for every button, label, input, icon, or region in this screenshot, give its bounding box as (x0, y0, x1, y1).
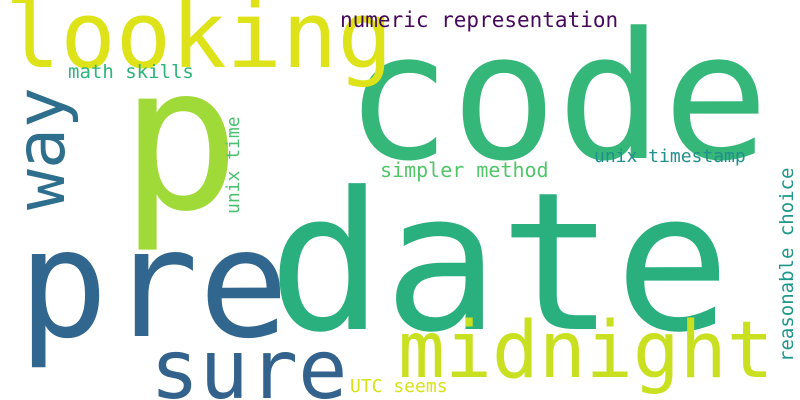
word-p: p (120, 23, 241, 256)
word-utc-seems: UTC seems (350, 376, 448, 397)
word-way: way (2, 87, 81, 210)
word-looking: looking (5, 0, 393, 89)
word-date: date (268, 152, 731, 375)
word-reasonable-choice: reasonable choice (776, 167, 798, 362)
word-simpler-method: simpler method (380, 158, 549, 182)
word-pre: pre (18, 198, 289, 372)
word-sure: sure (150, 323, 348, 400)
word-code: code (345, 0, 769, 200)
word-unix-time: unix time (223, 116, 244, 214)
word-midnight: midnight (398, 306, 774, 396)
word-math-skills: math skills (68, 61, 194, 83)
word-unix-timestamp: unix timestamp (594, 146, 746, 167)
word-numeric-representation: numeric representation (340, 8, 619, 32)
